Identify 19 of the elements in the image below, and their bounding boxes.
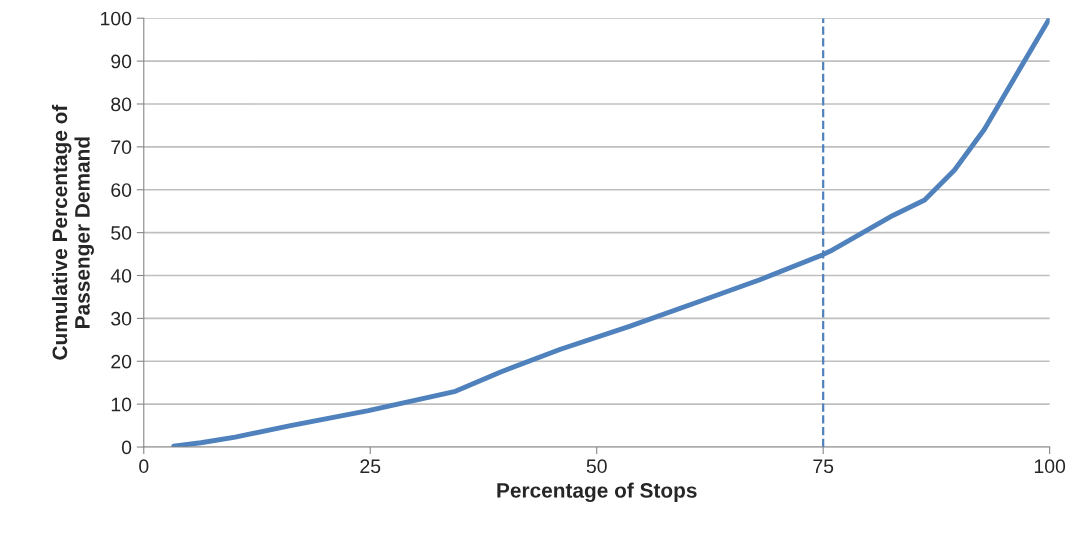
y-tick-label: 60 (111, 183, 132, 197)
x-tick-label: 50 (586, 459, 607, 474)
x-tick-label: 25 (360, 459, 381, 474)
x-axis-title: Percentage of Stops (497, 482, 697, 503)
line-series (171, 18, 1050, 448)
y-tick-label: 70 (111, 140, 132, 155)
y-tick-label: 20 (111, 354, 132, 369)
y-tick-label: 50 (111, 226, 132, 240)
y-tick-label: 100 (101, 11, 132, 26)
x-tick-label: 75 (813, 459, 834, 474)
y-tick-label: 40 (110, 268, 132, 283)
y-tick-label: 30 (111, 311, 132, 326)
x-tick-label: 0 (139, 459, 149, 474)
y-axis-title: Cumulative Percentage of Passenger Demand (51, 104, 94, 360)
y-tick-label: 90 (111, 54, 132, 69)
x-tick-label: 100 (1034, 459, 1066, 474)
y-tick-label: 10 (111, 397, 132, 412)
y-tick-label: 0 (121, 440, 132, 455)
y-tick-label: 80 (111, 97, 132, 112)
